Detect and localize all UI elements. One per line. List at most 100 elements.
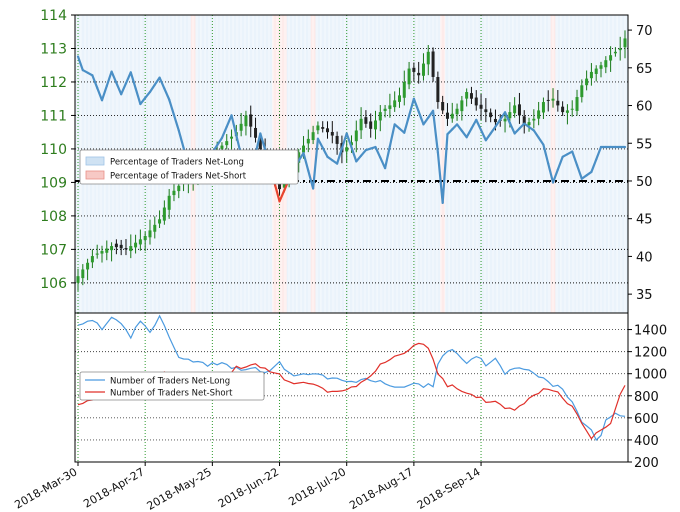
sentiment-band [440,15,446,313]
candle-body [455,108,459,115]
left-tick-label: 107 [40,242,67,258]
pct-net-long-segment [172,113,180,132]
pct-net-long-segment [436,151,444,204]
sentiment-band [593,15,599,313]
sentiment-band [521,15,527,313]
pct-net-long-segment [470,118,478,130]
sentiment-band [512,15,518,313]
pct-net-long-segment [455,123,463,132]
candle-body [138,239,142,245]
pct-net-long-segment [479,128,487,142]
candle-body [580,85,584,98]
right-tick-label: 40 [636,250,653,265]
candle-body [249,114,253,127]
candle-body [436,77,440,103]
candle-body [421,63,425,76]
legend-label: Percentage of Traders Net-Long [110,158,244,168]
candle-body [431,51,435,77]
pct-net-long-segment [115,81,123,96]
candle-body [489,112,493,118]
sentiment-band [584,15,590,313]
sentiment-band [579,15,585,313]
candle-body [153,224,157,232]
sentiment-band [488,15,494,313]
pct-net-long-segment [153,76,161,86]
pct-net-long-segment [163,87,171,101]
candle-body [258,140,262,149]
count-legend-label: Number of Traders Net-Long [110,377,230,387]
sentiment-band [497,15,503,313]
candle-body [613,51,617,54]
pct-net-long-segment [359,148,367,157]
pct-net-long-segment [225,114,233,128]
candle-body [532,118,536,121]
pct-net-long-segment [460,129,468,139]
candle-body [167,195,171,210]
pct-net-long-segment [489,125,497,135]
pct-net-long-segment [105,70,113,88]
candle-body [465,92,469,99]
candle-body [527,122,531,126]
candle-body [330,131,334,136]
bottom-panel-frame [74,312,629,463]
sentiment-band [541,15,546,313]
pct-net-long-segment [575,164,583,180]
legend-label: Percentage of Traders Net-Short [110,172,247,182]
count-legend-box [79,371,265,401]
pct-net-long-segment [96,86,104,102]
sentiment-band [305,15,311,313]
candle-body [148,230,152,238]
count-tick-label: 600 [634,412,659,427]
sentiment-band [329,15,335,313]
candle-body [589,71,593,79]
pct-net-long-segment [451,123,459,131]
pct-net-long-segment [177,129,185,149]
sentiment-band [617,15,623,313]
legend-swatch [85,156,105,166]
candle-body [177,185,181,192]
left-tick-label: 109 [40,175,67,191]
candle-body [393,100,397,108]
candle-body [158,219,162,224]
pct-net-long-segment [139,96,147,106]
pct-net-long-segment [475,118,483,132]
right-tick-label: 60 [636,100,653,115]
sentiment-band [349,15,354,313]
candle-body [412,67,416,72]
sentiment-band [473,15,479,313]
number-of-traders-net-longline [77,314,626,441]
pct-net-long-segment [129,71,137,90]
pct-net-long-segment [273,182,281,203]
x-tick-label: 2018-Mar-30 [12,465,79,511]
candle-body [350,142,353,146]
sentiment-band [301,15,306,313]
candle-body [474,97,478,106]
count-legend: Number of Traders Net-Long Number of Trad… [79,371,265,401]
pct-net-long-segment [110,70,118,84]
candle-body [129,246,133,252]
pct-net-long-segment [494,118,502,128]
pct-net-long-segment [120,82,128,96]
count-tick-label: 1200 [634,346,667,361]
candle-body [373,120,377,130]
candle-body [326,128,330,133]
candle-body [143,235,147,241]
candle-body [450,113,454,119]
sentiment-band [401,15,407,313]
sentiment-band [363,15,369,313]
pct-net-long-segment [134,87,142,106]
pct-net-long-segment [446,128,454,136]
pct-net-long-segment [297,151,305,162]
sentiment-band [493,15,498,313]
candle-body [302,145,306,153]
x-tick-label: 2018-Sep-14 [415,465,483,512]
candle-body [95,253,99,255]
pct-net-long-segment [321,146,329,158]
candle-body [426,51,430,65]
right-tick-label: 65 [636,62,653,77]
left-tick-label: 106 [40,276,67,292]
candle-body [618,48,622,51]
pct-net-long-segment [168,98,176,117]
candle-body [230,136,234,139]
